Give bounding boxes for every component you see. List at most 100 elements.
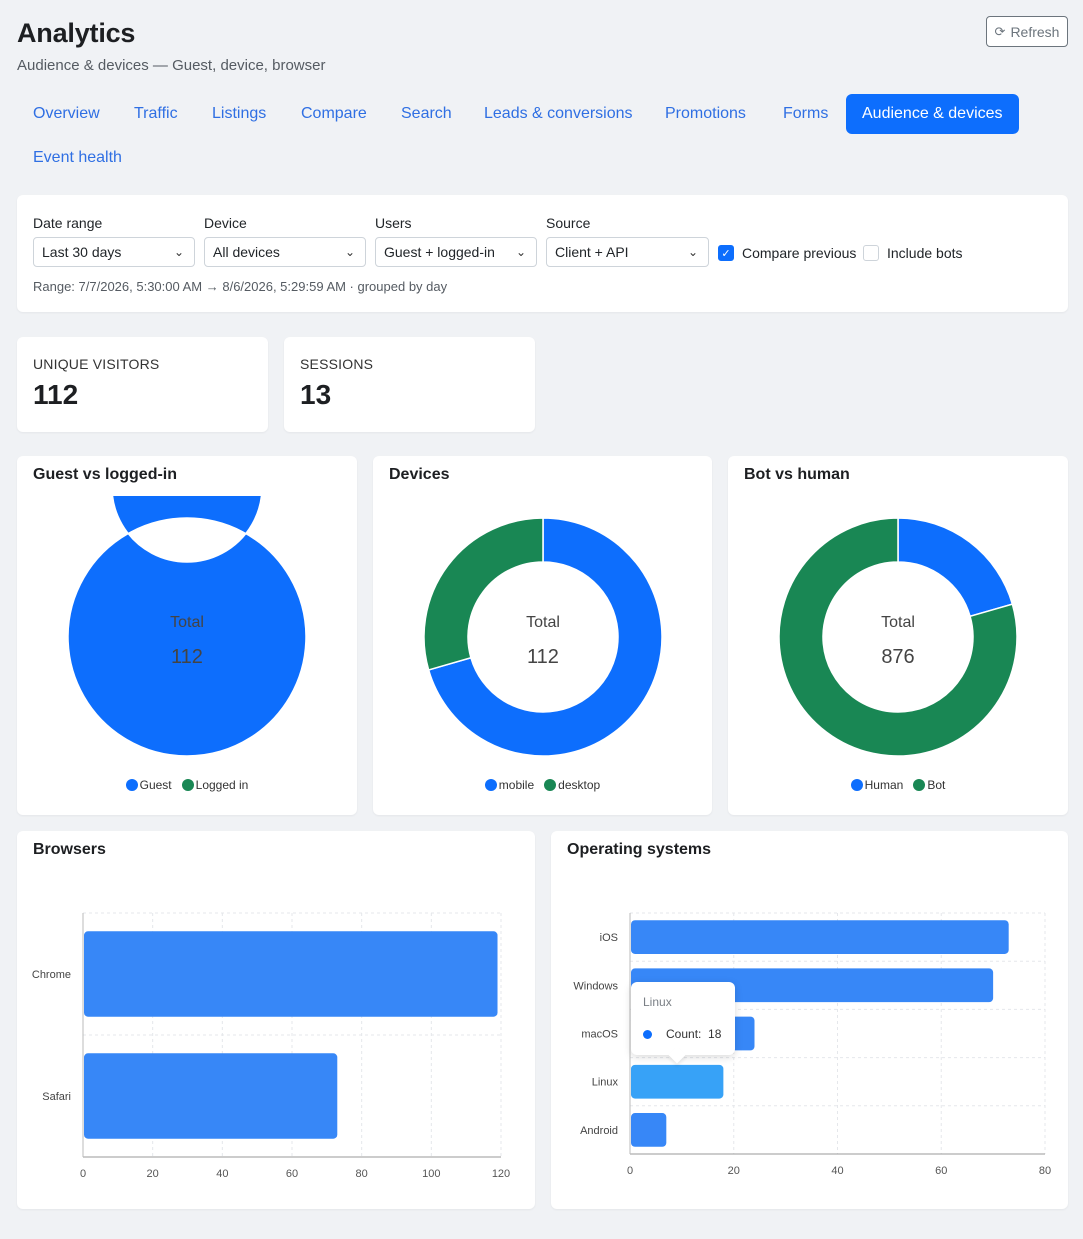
donut-center-label: Total — [881, 614, 915, 631]
legend-swatch — [913, 779, 926, 791]
legend-item[interactable]: Guest — [125, 778, 172, 792]
device-select[interactable]: All devices ⌄ — [204, 237, 366, 267]
chart-card-devices: Devices Total 112 mobile desktop — [373, 456, 712, 815]
source-label: Source — [546, 215, 591, 231]
refresh-icon: ⟳ — [994, 23, 1006, 39]
legend-item[interactable]: desktop — [544, 778, 600, 792]
donut-slice-desktop[interactable] — [423, 517, 544, 671]
donut-slice-human[interactable] — [897, 517, 1014, 618]
date-range-value: Last 30 days — [42, 244, 122, 260]
include-bots-checkbox[interactable] — [863, 245, 879, 261]
chart-title: Guest vs logged-in — [33, 466, 178, 483]
donut-slice-guest[interactable] — [67, 496, 307, 757]
donut-chart: Total 112 — [423, 517, 663, 757]
tooltip-value: 18 — [708, 1027, 722, 1041]
stat-value: 13 — [300, 379, 332, 410]
donut-center-label: Total — [170, 614, 204, 631]
y-tick-label: macOS — [581, 1029, 618, 1041]
page-subtitle: Audience & devices — Guest, device, brow… — [17, 57, 326, 74]
chart-card-guest-vs-logged-in: Guest vs logged-in Total 112 Guest Logged… — [17, 456, 357, 815]
legend-item[interactable]: mobile — [484, 778, 535, 792]
stat-card-unique-visitors: UNIQUE VISITORS 112 — [17, 337, 268, 432]
date-range-select[interactable]: Last 30 days ⌄ — [33, 237, 195, 267]
donut-chart: Total 876 — [778, 517, 1018, 757]
x-tick-label: 60 — [286, 1168, 298, 1180]
include-bots-toggle[interactable]: Include bots — [863, 245, 963, 261]
bar-ios[interactable] — [631, 920, 1009, 954]
tooltip-swatch — [643, 1029, 652, 1039]
source-select[interactable]: Client + API ⌄ — [546, 237, 709, 267]
legend-swatch — [125, 779, 138, 791]
users-select[interactable]: Guest + logged-in ⌄ — [375, 237, 537, 267]
x-tick-label: 80 — [1039, 1165, 1051, 1177]
legend-label: Bot — [927, 778, 946, 792]
tooltip-title: Linux — [643, 995, 672, 1009]
tooltip-label: Count: — [666, 1027, 702, 1041]
date-range-label: Date range — [33, 215, 103, 231]
users-label: Users — [375, 215, 412, 231]
donut-slice-bot[interactable] — [778, 517, 1018, 757]
tab-search[interactable]: Search — [401, 105, 452, 122]
bar-android[interactable] — [631, 1113, 667, 1147]
tab-leads-conversions[interactable]: Leads & conversions — [484, 105, 633, 122]
stat-value: 112 — [33, 379, 79, 410]
bar-linux[interactable] — [631, 1064, 724, 1099]
chart-title: Devices — [389, 466, 450, 483]
tab-overview[interactable]: Overview — [33, 105, 100, 122]
tab-audience-devices[interactable]: Audience & devices — [846, 94, 1019, 134]
x-tick-label: 0 — [627, 1165, 633, 1177]
donut-center-value: 112 — [171, 646, 203, 668]
donut-slice-mobile[interactable] — [427, 517, 663, 757]
legend-item[interactable]: Bot — [913, 778, 945, 792]
chart-card-browsers: Browsers 0 20 40 60 80 100 120 Chrome Safari — [17, 831, 535, 1209]
bar-chart: 0 20 40 60 80 iOS Windows macOS Linux Android — [573, 912, 1051, 1177]
y-tick-label: Chrome — [32, 969, 71, 981]
device-label: Device — [204, 215, 247, 231]
bar-chart: 0 20 40 60 80 100 120 Chrome Safari — [32, 912, 510, 1180]
chart-card-bot-vs-human: Bot vs human Total 876 Human Bot — [728, 456, 1068, 815]
include-bots-label: Include bots — [887, 245, 963, 261]
tab-event-health[interactable]: Event health — [33, 149, 122, 166]
chevron-down-icon: ⌄ — [515, 245, 526, 259]
y-tick-label: Safari — [42, 1091, 71, 1103]
bar-chrome[interactable] — [84, 931, 498, 1017]
tooltip-value-line: Count: 18 — [666, 1027, 721, 1041]
chart-card-operating-systems: Operating systems 0 20 40 60 80 iOS Windows mac… — [551, 831, 1068, 1209]
tab-forms[interactable]: Forms — [783, 105, 829, 122]
tooltip-row: Count: 18 — [643, 1027, 721, 1041]
legend-swatch — [181, 779, 194, 791]
donut-center-label: Total — [526, 614, 560, 631]
legend-swatch — [850, 779, 863, 791]
chart-tooltip: Linux Count: 18 — [631, 982, 735, 1064]
y-tick-label: iOS — [600, 932, 618, 944]
legend-label: mobile — [498, 778, 535, 792]
legend-label: desktop — [558, 778, 601, 792]
chevron-down-icon: ⌄ — [687, 245, 698, 259]
tab-listings[interactable]: Listings — [212, 105, 267, 122]
compare-previous-checkbox[interactable]: ✓ — [718, 245, 734, 261]
stat-label: SESSIONS — [300, 356, 374, 372]
legend-swatch — [484, 779, 497, 791]
tab-bar: Overview Traffic Listings Compare Search… — [17, 94, 1067, 184]
x-tick-label: 20 — [147, 1168, 159, 1180]
tab-compare[interactable]: Compare — [301, 105, 367, 122]
x-tick-label: 0 — [80, 1168, 86, 1180]
legend-swatch — [544, 779, 557, 791]
legend-item[interactable]: Logged in — [181, 778, 248, 792]
y-tick-label: Android — [580, 1125, 618, 1137]
legend-item[interactable]: Human — [850, 778, 904, 792]
legend-label: Guest — [139, 778, 172, 792]
chart-legend: mobile desktop — [373, 778, 712, 792]
compare-previous-toggle[interactable]: ✓ Compare previous — [718, 245, 856, 261]
x-tick-label: 40 — [831, 1165, 843, 1177]
x-tick-label: 100 — [422, 1168, 440, 1180]
compare-previous-label: Compare previous — [742, 245, 857, 261]
chevron-down-icon: ⌄ — [344, 245, 355, 259]
donut-chart: Total 112 — [67, 496, 307, 757]
bar-safari[interactable] — [84, 1053, 338, 1139]
legend-label: Human — [864, 778, 904, 792]
tab-promotions[interactable]: Promotions — [665, 105, 746, 122]
tab-traffic[interactable]: Traffic — [134, 105, 178, 122]
refresh-button[interactable]: ⟳ Refresh — [986, 16, 1068, 47]
chart-legend: Human Bot — [728, 778, 1068, 792]
